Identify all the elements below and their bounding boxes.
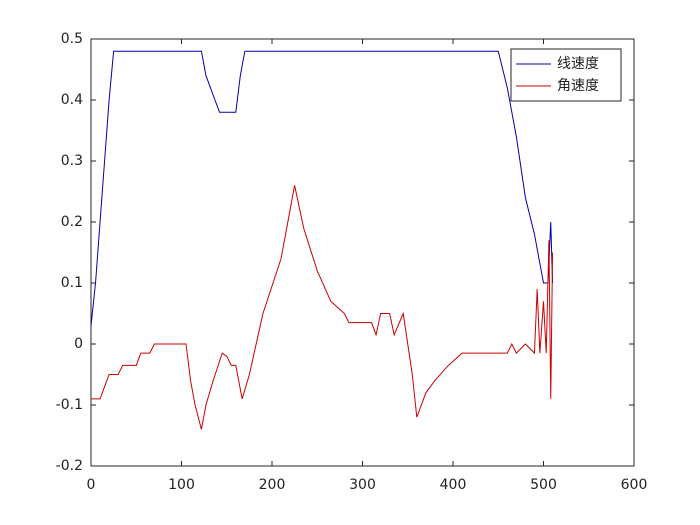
y-tick-label: 0.1 <box>61 275 83 291</box>
y-tick-label: -0.1 <box>56 397 83 413</box>
x-tick-label: 600 <box>621 477 648 493</box>
legend-label: 线速度 <box>557 56 599 72</box>
legend-box <box>510 48 622 102</box>
x-tick-label: 500 <box>530 477 557 493</box>
x-tick-label: 100 <box>168 477 195 493</box>
x-tick-label: 400 <box>440 477 467 493</box>
legend-label: 角速度 <box>557 78 599 94</box>
y-tick-label: 0.2 <box>61 214 83 230</box>
x-tick-label: 200 <box>259 477 286 493</box>
y-tick-label: 0.5 <box>61 31 83 47</box>
y-tick-label: 0 <box>74 336 83 352</box>
y-tick-label: 0.3 <box>61 153 83 169</box>
x-tick-label: 300 <box>349 477 376 493</box>
y-tick-label: 0.4 <box>61 92 83 108</box>
series-line <box>90 50 554 326</box>
x-tick-label: 0 <box>87 477 96 493</box>
y-tick-label: -0.2 <box>56 458 83 474</box>
series-line <box>91 185 554 430</box>
